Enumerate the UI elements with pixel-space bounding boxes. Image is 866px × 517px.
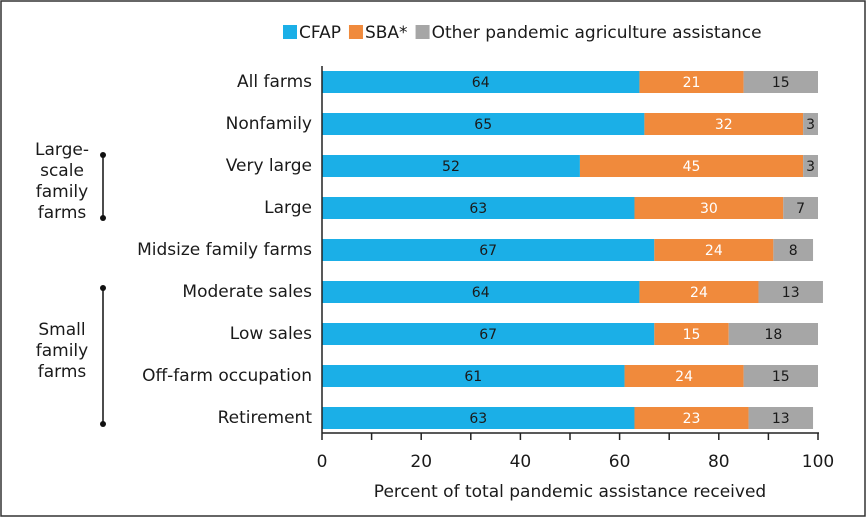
bar-segment <box>803 155 818 177</box>
legend-label: Other pandemic agriculture assistance <box>432 23 762 43</box>
bar-segment <box>322 197 635 219</box>
bar-segment <box>322 323 655 345</box>
value-label: 8 <box>789 243 798 259</box>
value-label: 30 <box>700 201 718 217</box>
value-label: 24 <box>705 243 723 259</box>
value-label: 13 <box>782 285 800 301</box>
bar-segment <box>634 197 784 219</box>
group-label: scale <box>40 161 84 181</box>
value-label: 61 <box>464 369 482 385</box>
group-label: farms <box>38 203 87 223</box>
legend-swatch <box>283 25 297 39</box>
bar-segment <box>322 407 635 429</box>
bar-segment <box>758 281 823 303</box>
group-label: family <box>36 182 88 202</box>
legend-swatch <box>415 25 430 39</box>
bracket-dot <box>100 285 106 291</box>
value-label: 45 <box>683 159 701 175</box>
value-label: 67 <box>479 327 497 343</box>
bar-segment <box>783 197 818 219</box>
value-label: 67 <box>479 243 497 259</box>
bar-segment <box>748 407 814 429</box>
bracket-dot <box>100 152 106 158</box>
group-label: family <box>36 341 88 361</box>
bar-segment <box>624 365 744 387</box>
value-label: 21 <box>683 75 701 91</box>
bar-segment <box>654 239 774 261</box>
x-tick-label: 100 <box>802 452 834 472</box>
bracket-dot <box>100 421 106 427</box>
value-label: 15 <box>772 369 790 385</box>
bar-segment <box>579 155 804 177</box>
legend-swatch <box>348 25 363 39</box>
bar-segment <box>322 155 580 177</box>
bar-segment <box>743 71 818 93</box>
bar-segment <box>743 365 818 387</box>
bar-segment <box>773 239 814 261</box>
bar-segment <box>644 113 804 135</box>
group-label: Small <box>38 320 85 340</box>
category-label: Large <box>264 198 312 218</box>
category-label: Low sales <box>230 324 312 344</box>
value-label: 63 <box>469 411 487 427</box>
bar-segment <box>634 407 749 429</box>
bracket-dot <box>100 215 106 221</box>
category-label: All farms <box>237 72 312 92</box>
legend-label: CFAP <box>299 23 341 43</box>
value-label: 23 <box>683 411 701 427</box>
value-label: 64 <box>472 285 490 301</box>
x-tick-label: 40 <box>510 452 532 472</box>
value-label: 32 <box>715 117 733 133</box>
value-label: 65 <box>474 117 492 133</box>
value-label: 3 <box>806 117 815 133</box>
value-label: 13 <box>772 411 790 427</box>
bar-segment <box>654 323 729 345</box>
value-label: 15 <box>772 75 790 91</box>
bar-segment <box>322 239 655 261</box>
bar-segment <box>639 281 759 303</box>
x-tick-label: 60 <box>609 452 631 472</box>
bar-segment <box>322 281 640 303</box>
legend-label: SBA* <box>365 23 408 43</box>
value-label: 24 <box>675 369 693 385</box>
bar-segment <box>728 323 818 345</box>
value-label: 24 <box>690 285 708 301</box>
bar-segment <box>803 113 818 135</box>
category-label: Midsize family farms <box>137 240 312 260</box>
x-tick-label: 0 <box>317 452 328 472</box>
value-label: 3 <box>806 159 815 175</box>
category-label: Nonfamily <box>226 114 312 134</box>
category-label: Moderate sales <box>182 282 312 302</box>
value-label: 15 <box>683 327 701 343</box>
value-label: 63 <box>469 201 487 217</box>
bar-segment <box>322 113 645 135</box>
value-label: 64 <box>472 75 490 91</box>
bar-segment <box>322 71 640 93</box>
category-label: Off-farm occupation <box>142 366 312 386</box>
value-label: 7 <box>796 201 805 217</box>
category-label: Retirement <box>218 408 313 428</box>
value-label: 52 <box>442 159 460 175</box>
x-tick-label: 80 <box>708 452 730 472</box>
x-tick-label: 20 <box>410 452 432 472</box>
category-label: Very large <box>226 156 312 176</box>
bar-segment <box>639 71 744 93</box>
value-label: 18 <box>764 327 782 343</box>
group-label: Large- <box>35 140 89 160</box>
x-axis-title: Percent of total pandemic assistance rec… <box>374 482 766 502</box>
bar-segment <box>322 365 625 387</box>
group-label: farms <box>38 362 87 382</box>
